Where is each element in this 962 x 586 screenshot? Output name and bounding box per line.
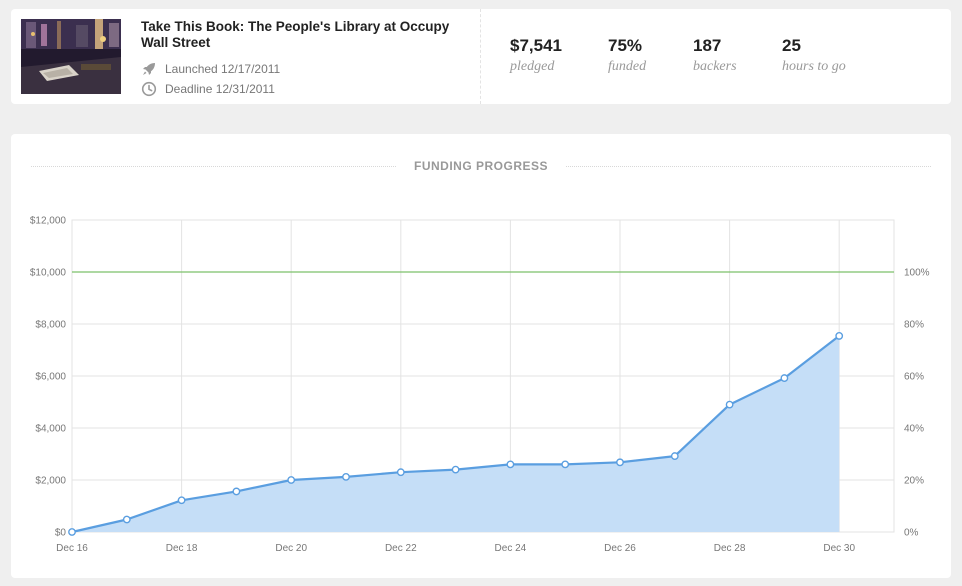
stat-backers-label: backers (693, 59, 737, 74)
data-point (177, 496, 186, 505)
y-tick-label-left: $12,000 (30, 216, 67, 227)
launch-date-row: Launched 12/17/2011 (141, 61, 280, 77)
funding-area (72, 335, 840, 532)
y-tick-label-left: $4,000 (35, 424, 66, 435)
stat-pledged-value: $7,541 (510, 36, 562, 55)
data-point (232, 487, 241, 496)
x-tick-label: Dec 26 (604, 543, 636, 554)
chart-title: FUNDING PROGRESS (413, 159, 548, 173)
data-point (287, 476, 296, 484)
project-summary-card: Take This Book: The People's Library at … (11, 9, 951, 104)
y-tick-label-right: 60% (904, 372, 924, 383)
deadline-row: Deadline 12/31/2011 (141, 81, 275, 97)
heading-rule-right (566, 166, 931, 167)
y-tick-label-left: $6,000 (35, 372, 66, 383)
x-tick-label: Dec 16 (56, 543, 88, 554)
data-point (451, 465, 460, 474)
stat-pledged: $7,541 pledged (510, 36, 562, 76)
rocket-icon (141, 61, 157, 77)
x-tick-label: Dec 28 (714, 543, 746, 554)
data-point (506, 460, 515, 469)
stat-hours-value: 25 (782, 36, 801, 55)
data-point (616, 458, 624, 467)
y-tick-label-left: $2,000 (35, 476, 66, 487)
data-point (342, 472, 350, 481)
stat-funded-label: funded (608, 59, 647, 74)
stat-hours-label: hours to go (782, 59, 846, 74)
chart-heading: FUNDING PROGRESS (31, 159, 931, 173)
data-point (68, 528, 76, 536)
data-point (670, 452, 679, 460)
y-tick-label-left: $0 (55, 528, 67, 539)
y-tick-label-right: 100% (904, 268, 930, 279)
deadline-date: Deadline 12/31/2011 (165, 82, 275, 96)
y-tick-label-right: 80% (904, 320, 924, 331)
y-tick-label-left: $10,000 (30, 268, 67, 279)
stat-backers: 187 backers (693, 36, 737, 76)
y-tick-label-right: 40% (904, 424, 924, 435)
x-tick-label: Dec 20 (275, 543, 307, 554)
x-tick-label: Dec 30 (823, 543, 855, 554)
y-tick-label-right: 0% (904, 528, 919, 539)
data-point (780, 374, 789, 382)
project-title[interactable]: Take This Book: The People's Library at … (141, 19, 450, 50)
project-thumbnail[interactable] (21, 19, 121, 94)
data-point (835, 332, 844, 340)
x-tick-label: Dec 24 (495, 543, 527, 554)
x-tick-label: Dec 18 (166, 543, 198, 554)
clock-icon (141, 81, 157, 97)
data-point (725, 400, 734, 409)
data-point (122, 515, 131, 524)
heading-rule-left (31, 166, 396, 167)
stat-backers-value: 187 (693, 36, 722, 55)
stat-funded: 75% funded (608, 36, 646, 76)
y-tick-label-left: $8,000 (35, 320, 66, 331)
divider (480, 9, 481, 104)
data-point (561, 460, 570, 469)
stat-pledged-label: pledged (510, 59, 555, 74)
y-tick-label-right: 20% (904, 476, 924, 487)
data-point (396, 468, 405, 477)
funding-chart: $0 $2,000 $4,000 $6,000 $8,000 $10,000 $12,000… (30, 216, 930, 555)
launch-date: Launched 12/17/2011 (165, 62, 281, 76)
funding-progress-card: FUNDING PROGRESS $0 $2,000 $4,000 $6,000 $8,… (11, 134, 951, 578)
stat-hours-to-go: 25 hours to go (782, 36, 846, 76)
stat-funded-value: 75% (608, 36, 643, 55)
x-tick-label: Dec 22 (385, 543, 417, 554)
